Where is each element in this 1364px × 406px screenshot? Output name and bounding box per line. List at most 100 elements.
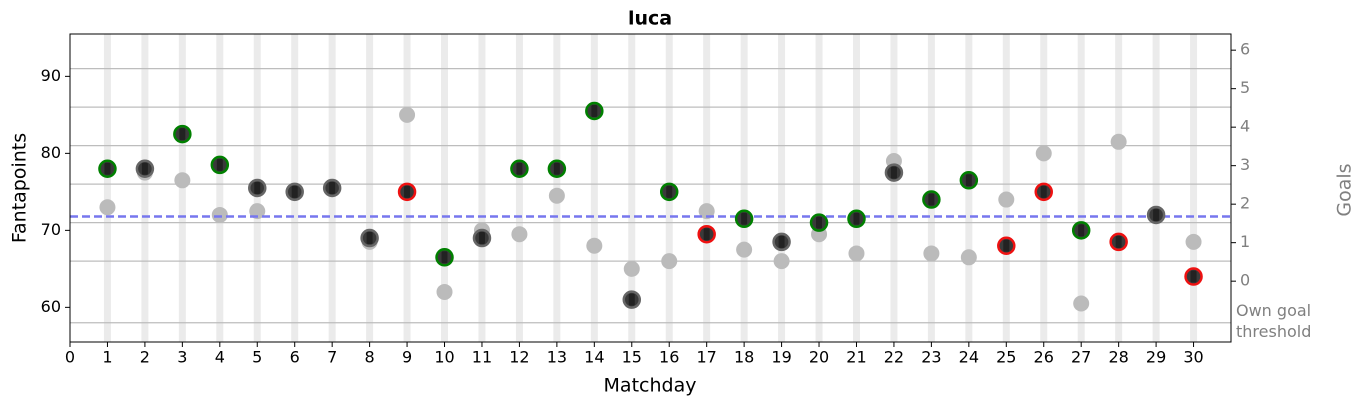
secondary-point bbox=[773, 253, 790, 270]
x-tick-label: 3 bbox=[177, 348, 187, 367]
matchday-band bbox=[778, 34, 786, 342]
point-core bbox=[1153, 208, 1160, 221]
point-core bbox=[741, 212, 748, 225]
matchday-band bbox=[852, 34, 860, 342]
point-core bbox=[1190, 270, 1197, 283]
secondary-point bbox=[211, 206, 228, 223]
matchday-band bbox=[103, 34, 111, 342]
point-core bbox=[628, 293, 635, 306]
point-core bbox=[1003, 239, 1010, 252]
x-tick-label: 20 bbox=[809, 348, 829, 367]
point-core bbox=[965, 174, 972, 187]
x-tick-label: 8 bbox=[365, 348, 375, 367]
matchday-band bbox=[1077, 34, 1085, 342]
x-tick-label: 30 bbox=[1183, 348, 1203, 367]
x-tick-label: 2 bbox=[140, 348, 150, 367]
matchday-band bbox=[478, 34, 486, 342]
point-core bbox=[179, 128, 186, 141]
y2-tick-label: 6 bbox=[1240, 40, 1250, 59]
x-tick-label: 9 bbox=[402, 348, 412, 367]
secondary-point bbox=[548, 187, 565, 204]
x-tick-label: 5 bbox=[252, 348, 262, 367]
own-goal-annotation: Own goal threshold bbox=[1236, 301, 1312, 341]
x-tick-label: 14 bbox=[584, 348, 604, 367]
point-core bbox=[928, 193, 935, 206]
y2-tick-label: 5 bbox=[1240, 78, 1250, 97]
y-tick-label: 90 bbox=[41, 66, 61, 85]
matchday-band bbox=[890, 34, 898, 342]
y-axis-label: Fantapoints bbox=[9, 133, 31, 243]
point-core bbox=[778, 235, 785, 248]
x-tick-label: 28 bbox=[1108, 348, 1128, 367]
secondary-point bbox=[848, 245, 865, 262]
matchday-band bbox=[927, 34, 935, 342]
matchday-band bbox=[515, 34, 523, 342]
y-tick-label: 60 bbox=[41, 297, 61, 316]
matchday-band bbox=[1002, 34, 1010, 342]
point-core bbox=[703, 228, 710, 241]
x-tick-label: 24 bbox=[959, 348, 979, 367]
secondary-point bbox=[436, 283, 453, 300]
matchday-band bbox=[441, 34, 449, 342]
point-core bbox=[104, 162, 111, 175]
matchday-band bbox=[1115, 34, 1123, 342]
x-tick-label: 18 bbox=[734, 348, 754, 367]
y2-tick-label: 0 bbox=[1240, 271, 1250, 290]
secondary-point bbox=[736, 241, 753, 258]
matchday-band bbox=[216, 34, 224, 342]
y2-tick-label: 2 bbox=[1240, 194, 1250, 213]
x-tick-label: 22 bbox=[884, 348, 904, 367]
point-core bbox=[553, 162, 560, 175]
point-core bbox=[666, 185, 673, 198]
point-core bbox=[816, 216, 823, 229]
x-tick-label: 17 bbox=[696, 348, 716, 367]
point-core bbox=[216, 158, 223, 171]
point-core bbox=[141, 162, 148, 175]
secondary-point bbox=[1035, 145, 1052, 162]
matchday-band bbox=[590, 34, 598, 342]
y2-tick-label: 4 bbox=[1240, 117, 1250, 136]
matchday-band bbox=[703, 34, 711, 342]
x-tick-label: 6 bbox=[290, 348, 300, 367]
secondary-point bbox=[399, 106, 416, 123]
matchday-band bbox=[628, 34, 636, 342]
x-tick-label: 11 bbox=[472, 348, 492, 367]
matchday-band bbox=[1190, 34, 1198, 342]
secondary-point bbox=[661, 253, 678, 270]
secondary-point bbox=[511, 226, 528, 243]
secondary-point bbox=[174, 172, 191, 189]
point-core bbox=[591, 105, 598, 117]
point-core bbox=[1115, 235, 1122, 248]
point-core bbox=[441, 251, 448, 264]
secondary-point bbox=[623, 260, 640, 277]
y-tick-label: 80 bbox=[41, 143, 61, 162]
x-tick-label: 16 bbox=[659, 348, 679, 367]
x-tick-label: 19 bbox=[771, 348, 791, 367]
x-tick-label: 29 bbox=[1146, 348, 1166, 367]
secondary-point bbox=[923, 245, 940, 262]
point-core bbox=[478, 232, 485, 245]
matchday-band bbox=[740, 34, 748, 342]
point-core bbox=[291, 185, 298, 198]
x-tick-label: 26 bbox=[1034, 348, 1054, 367]
secondary-point bbox=[1110, 133, 1127, 150]
x-tick-label: 15 bbox=[622, 348, 642, 367]
x-tick-label: 21 bbox=[846, 348, 866, 367]
plot-frame bbox=[69, 33, 1232, 343]
point-core bbox=[890, 166, 897, 179]
point-core bbox=[329, 182, 336, 194]
x-tick-label: 13 bbox=[547, 348, 567, 367]
x-tick-label: 27 bbox=[1071, 348, 1091, 367]
x-tick-label: 25 bbox=[996, 348, 1016, 367]
x-tick-label: 4 bbox=[215, 348, 225, 367]
point-core bbox=[404, 185, 411, 198]
secondary-point bbox=[1185, 233, 1202, 250]
x-tick-label: 23 bbox=[921, 348, 941, 367]
chart-title: luca bbox=[628, 8, 672, 30]
x-tick-label: 0 bbox=[65, 348, 75, 367]
secondary-point bbox=[698, 203, 715, 220]
point-core bbox=[1040, 185, 1047, 198]
matchday-band bbox=[815, 34, 823, 342]
y2-axis-label: Goals bbox=[1334, 163, 1356, 216]
secondary-point bbox=[998, 191, 1015, 208]
